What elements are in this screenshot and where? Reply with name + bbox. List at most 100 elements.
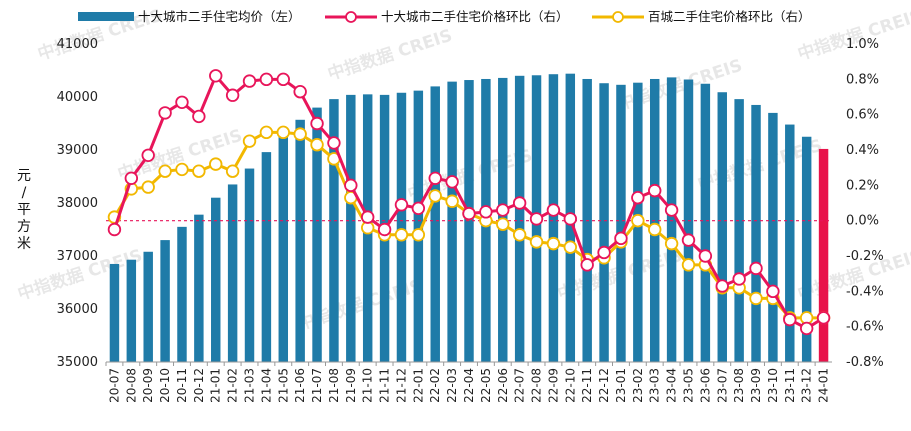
left-axis-tick-label: 35000: [57, 355, 98, 370]
bar: [109, 263, 120, 362]
bar: [329, 99, 339, 363]
hundred-city-point: [445, 194, 459, 208]
hundred-city-point: [276, 125, 290, 140]
right-axis-tick-label: -0.2%: [846, 249, 884, 264]
right-axis-tick-label: 0.0%: [846, 214, 879, 229]
legend-hundred-city-label: 百城二手住宅价格环比（右）: [648, 9, 811, 24]
ten-city-point: [479, 205, 493, 219]
ten-city-point: [175, 95, 189, 110]
hundred-city-point: [749, 291, 763, 306]
x-axis-tick-label: 21-08: [327, 368, 341, 403]
x-axis-tick-label: 23-12: [800, 368, 814, 403]
hundred-city-point: [242, 134, 257, 148]
left-axis-tick-label: 41000: [57, 37, 98, 52]
left-axis-label-char: 方: [17, 219, 31, 235]
ten-city-point: [327, 136, 341, 150]
bar: [447, 81, 457, 362]
x-axis-tick-label: 22-03: [445, 368, 459, 403]
bar: [430, 86, 440, 363]
right-axis-tick-label: 0.4%: [846, 143, 879, 158]
watermark-text: 中指数据 CREIS: [325, 25, 455, 85]
right-axis-tick-label: 0.8%: [846, 72, 879, 87]
ten-city-point: [546, 203, 561, 217]
right-axis-tick-label: 0.2%: [846, 178, 879, 193]
ten-city-point: [225, 88, 240, 102]
ten-city-point: [631, 190, 645, 205]
bar: [244, 168, 255, 362]
ten-city-point: [428, 171, 442, 185]
bar: [278, 136, 289, 362]
ten-city-point: [664, 203, 679, 217]
ten-city-point: [783, 312, 797, 327]
right-axis-tick-label: -0.8%: [846, 355, 884, 370]
x-axis-tick-label: 22-04: [462, 368, 476, 403]
ten-city-point: [344, 178, 358, 193]
ten-city-point: [394, 198, 409, 212]
bar: [734, 99, 744, 363]
hundred-city-point: [428, 189, 442, 203]
x-axis-tick-label: 23-01: [614, 368, 628, 403]
hundred-city-point: [648, 222, 662, 237]
bar: [143, 251, 153, 362]
x-axis-tick-label: 21-06: [293, 368, 307, 403]
bar: [616, 84, 626, 362]
left-axis-tick-label: 38000: [57, 196, 98, 211]
bar: [177, 226, 187, 362]
ten-city-point: [377, 222, 392, 237]
bar: [514, 75, 525, 363]
legend-hundred-city-marker: [612, 11, 624, 23]
ten-city-point: [648, 183, 662, 198]
x-axis-tick-label: 20-07: [107, 368, 121, 403]
bar: [599, 83, 609, 362]
bar: [751, 104, 761, 362]
bar: [261, 152, 272, 362]
left-axis-tick-label: 36000: [57, 302, 98, 317]
ten-city-point: [614, 231, 628, 246]
x-axis-tick-label: 23-10: [766, 368, 780, 403]
hundred-city-point: [563, 240, 578, 254]
ten-city-point: [411, 201, 426, 216]
hundred-city-point: [259, 125, 274, 140]
bar: [126, 259, 137, 362]
left-axis-label-char: 平: [17, 202, 31, 218]
x-axis-tick-label: 21-04: [259, 368, 273, 403]
x-axis-tick-label: 20-09: [141, 368, 155, 403]
bar: [194, 214, 204, 362]
right-axis-tick-label: -0.6%: [846, 320, 884, 335]
ten-city-point: [360, 210, 375, 224]
ten-city-point: [242, 74, 257, 88]
hundred-city-point: [512, 228, 527, 242]
x-axis-tick-label: 22-08: [530, 368, 544, 403]
hundred-city-point: [192, 164, 206, 178]
hundred-city-point: [496, 217, 510, 231]
ten-city-point: [766, 284, 780, 299]
ten-city-point: [681, 233, 696, 247]
hundred-city-point: [546, 236, 561, 251]
bar: [413, 90, 424, 362]
left-axis-label-char: 元: [17, 168, 31, 184]
ten-city-point: [192, 109, 206, 124]
hundred-city-point: [158, 164, 172, 178]
x-axis-tick-label: 23-06: [698, 368, 712, 403]
x-axis-tick-label: 21-12: [394, 368, 408, 403]
x-axis-tick-label: 23-07: [715, 368, 729, 403]
hundred-city-point: [293, 127, 307, 141]
hundred-city-point: [394, 228, 409, 242]
ten-city-point: [799, 321, 814, 336]
x-axis-tick-label: 21-01: [209, 368, 223, 403]
bar-highlighted: [818, 148, 829, 362]
left-axis-tick-label: 39000: [57, 143, 98, 158]
ten-city-point: [749, 261, 763, 276]
legend-bar-swatch: [78, 12, 134, 21]
ten-city-point: [462, 206, 476, 221]
hundred-city-point: [681, 258, 696, 272]
left-axis-label-char: /: [22, 185, 27, 201]
ten-city-point: [293, 84, 307, 99]
left-axis-tick-label: 37000: [57, 249, 98, 264]
hundred-city-point: [141, 180, 155, 194]
bar: [295, 119, 305, 362]
x-axis-tick-label: 24-01: [817, 368, 831, 403]
hundred-city-point: [411, 228, 426, 242]
bar: [211, 197, 221, 362]
right-axis-tick-label: 1.0%: [846, 37, 879, 52]
